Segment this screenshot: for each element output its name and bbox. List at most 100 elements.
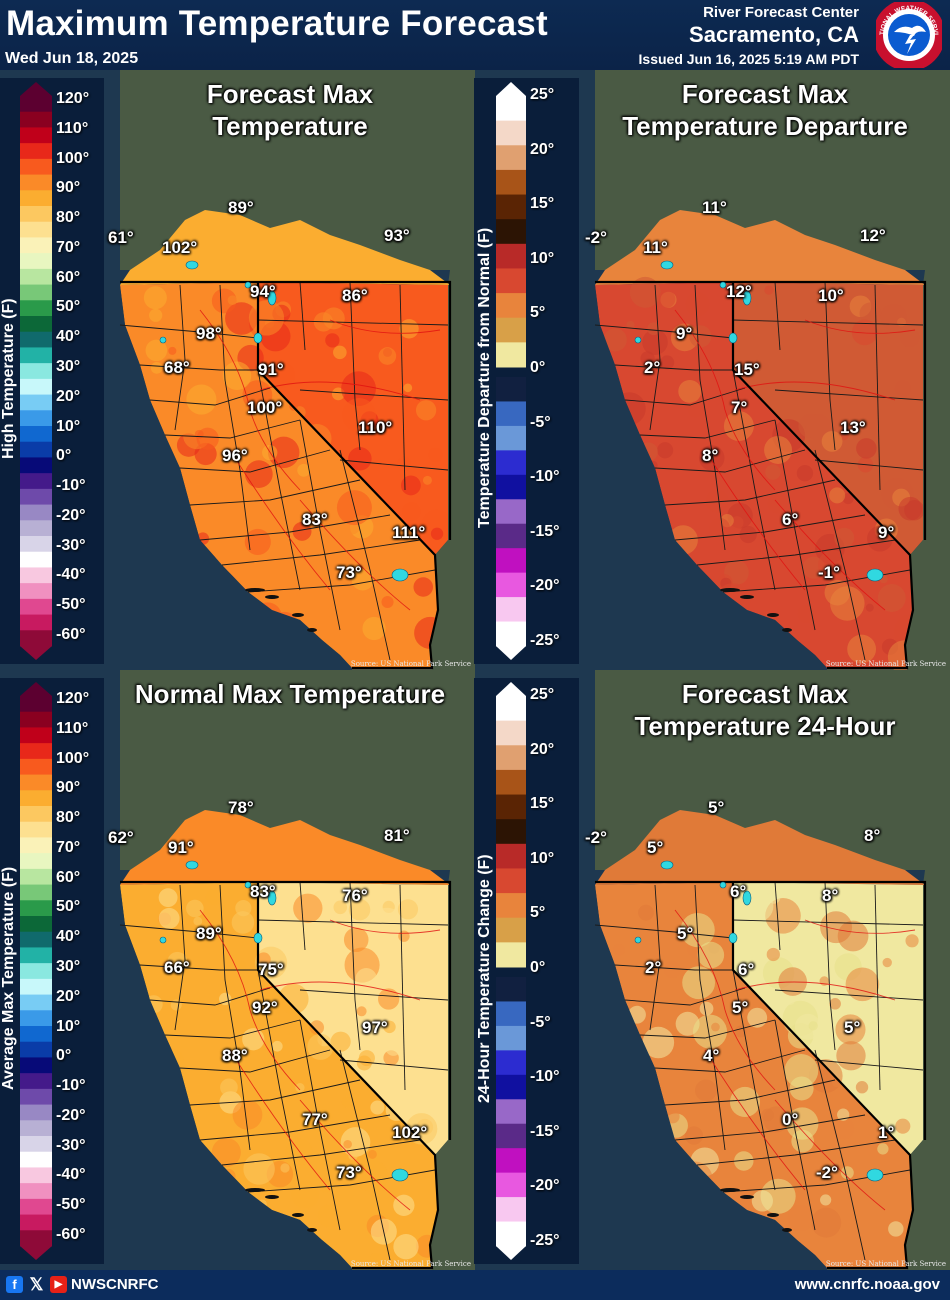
county-line (664, 1079, 836, 1106)
shading-patch (309, 1020, 325, 1035)
shading-patch (356, 1055, 372, 1071)
shading-patch (640, 351, 655, 366)
shading-patch (665, 1109, 680, 1124)
shading-patch (242, 380, 273, 411)
county-line (299, 389, 449, 401)
legend-swatch (496, 425, 526, 451)
shading-patch (784, 1054, 819, 1088)
river-line (199, 309, 301, 491)
legend-swatch (20, 806, 52, 823)
shading-patch (356, 1006, 367, 1017)
temperature-label: 11° (643, 238, 668, 257)
river-line (299, 1099, 411, 1211)
legend-swatch (20, 394, 52, 411)
issued-time: Issued Jun 16, 2025 5:19 AM PDT (638, 51, 859, 67)
temperature-label: 8° (822, 886, 839, 905)
shading-patch (325, 333, 340, 348)
county-line (732, 969, 776, 1191)
shading-patch (877, 584, 906, 612)
legend-swatch (20, 331, 52, 348)
lake (185, 260, 199, 270)
temperature-label: 2° (644, 358, 661, 377)
shading-patch (393, 1234, 419, 1260)
legend-swatch (20, 711, 52, 728)
shading-patch (840, 1166, 854, 1180)
shading-patch (378, 988, 400, 1010)
shading-patch (351, 568, 374, 591)
legend-tick: 60° (56, 268, 81, 286)
website-link[interactable]: www.cnrfc.noaa.gov (794, 1276, 940, 1293)
lake (719, 281, 727, 289)
shading-patch (158, 888, 178, 908)
temperature-label: 102° (392, 1123, 428, 1142)
shading-patch (168, 346, 177, 355)
legend-tick: 0° (530, 959, 546, 976)
county-line (654, 449, 806, 473)
island (740, 1195, 754, 1199)
legend-tick: -60° (56, 626, 86, 643)
lake (634, 936, 642, 944)
county-line (774, 989, 924, 1001)
legend-swatch (20, 1120, 52, 1137)
county-line (149, 987, 271, 1006)
youtube-icon[interactable]: ▶ (50, 1276, 67, 1293)
shading-patch (291, 1180, 320, 1209)
county-line (824, 281, 836, 451)
shading-patch (685, 292, 710, 317)
shading-patch (362, 616, 386, 641)
shading-patch (842, 492, 854, 505)
facebook-icon[interactable]: f (6, 1276, 23, 1293)
legend-swatch (496, 977, 526, 1002)
shading-patch (867, 525, 893, 552)
legend-swatch (496, 120, 526, 146)
shading-patch (894, 380, 912, 398)
county-line (299, 281, 306, 351)
legend-swatch (20, 727, 52, 744)
county-line (814, 449, 866, 661)
legend-swatch (20, 630, 52, 647)
shading-patch (747, 1007, 768, 1028)
legend-swatch (496, 1050, 526, 1076)
legend-swatch (496, 720, 526, 746)
shading-patch (820, 1194, 832, 1206)
shading-patch (699, 1001, 714, 1016)
legend-tick: 40° (56, 328, 81, 346)
legend-tick: -25° (530, 1232, 560, 1249)
shading-patch (398, 930, 410, 942)
shading-patch (692, 1014, 728, 1049)
lake (660, 860, 674, 870)
shading-patch (660, 355, 675, 370)
state-border (731, 882, 915, 1270)
lake (719, 881, 727, 889)
shading-patch (888, 1221, 904, 1237)
shading-patch (395, 631, 415, 651)
temperature-label: 1° (878, 1123, 895, 1142)
shading-patch (421, 509, 453, 541)
legend-swatch (496, 499, 526, 525)
temperature-label: 2° (645, 958, 662, 977)
county-line (174, 884, 186, 1031)
legend-swatch (20, 743, 52, 760)
legend-tick: -50° (56, 1196, 86, 1214)
river-line (734, 381, 896, 401)
california-area (595, 882, 913, 1268)
county-line (219, 884, 251, 1151)
social-handle[interactable]: NWSCNRFC (71, 1276, 159, 1293)
county-line (349, 881, 361, 1051)
legend-tick: 10° (530, 249, 555, 267)
temperature-label: 68° (164, 358, 190, 377)
legend-swatch (20, 457, 52, 474)
legend-tick: -10° (56, 1077, 86, 1095)
legend-swatch (20, 963, 52, 980)
lake (742, 890, 752, 906)
lake (185, 860, 199, 870)
map-source: Source: US National Park Service (825, 660, 946, 668)
panel-title: Temperature 24-Hour (634, 711, 896, 741)
legend-arrow-up (496, 682, 526, 696)
x-icon[interactable]: 𝕏 (28, 1275, 45, 1294)
county-line (199, 514, 391, 541)
shading-patch (689, 325, 712, 348)
shading-patch (817, 550, 848, 580)
legend-arrow-up (20, 682, 52, 696)
shading-patch (877, 1143, 889, 1155)
